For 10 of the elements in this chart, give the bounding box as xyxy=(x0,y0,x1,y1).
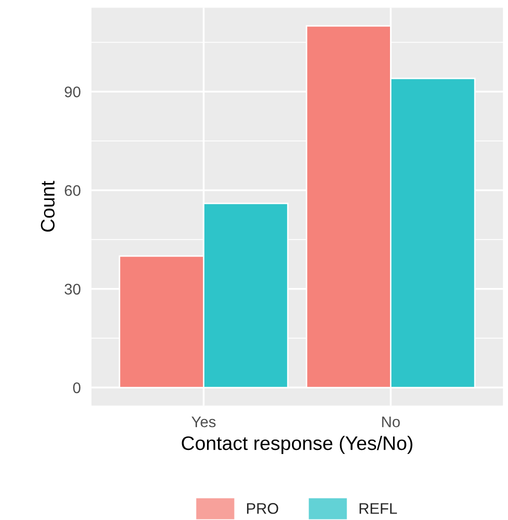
legend-label: PRO xyxy=(247,503,278,514)
x-axis-title: Contact response (Yes/No) xyxy=(182,436,412,454)
y-tick-label: 90 xyxy=(64,86,80,98)
y-tick-label: 60 xyxy=(64,185,80,196)
y-axis-title: Count xyxy=(40,180,55,232)
legend-label: REFL xyxy=(360,503,397,514)
y-tick-label: 30 xyxy=(64,284,80,295)
x-tick-label: Yes xyxy=(192,416,216,428)
x-tick-label: No xyxy=(382,416,400,428)
y-tick-label: 0 xyxy=(73,382,80,394)
